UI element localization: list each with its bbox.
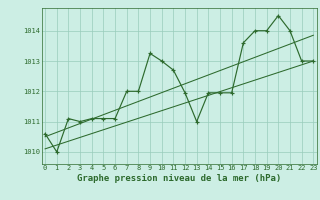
X-axis label: Graphe pression niveau de la mer (hPa): Graphe pression niveau de la mer (hPa) bbox=[77, 174, 281, 183]
